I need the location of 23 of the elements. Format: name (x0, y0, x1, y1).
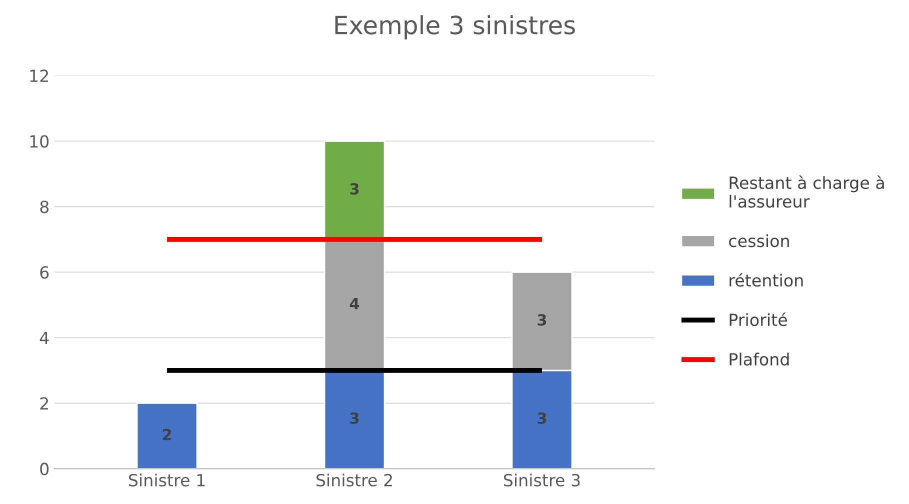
data-label: 3 (538, 412, 546, 424)
legend-label: cession (729, 234, 789, 248)
data-label: 3 (350, 412, 359, 424)
y-tick-label: 10 (30, 135, 49, 148)
x-tick-label: Sinistre 3 (504, 474, 580, 486)
x-tick-label: Sinistre 2 (316, 474, 392, 486)
bar (136, 402, 198, 469)
y-tick-label: 8 (40, 200, 49, 214)
y-tick-label: 4 (40, 332, 49, 344)
legend-label: rétention (730, 273, 803, 287)
data-label: 4 (350, 298, 360, 310)
data-label: 2 (162, 428, 172, 440)
x-tick-label: Sinistre 1 (129, 474, 205, 486)
y-tick-label: 0 (40, 462, 49, 476)
legend-label: Plafond (730, 352, 789, 366)
legend-label: Restant à charge à l'assureur (730, 176, 884, 208)
data-label: 3 (538, 314, 546, 326)
y-tick-label: 12 (30, 70, 48, 82)
y-tick-label: 6 (40, 266, 49, 279)
chart-title: Exemple 3 sinistres (335, 15, 575, 40)
data-label: 3 (350, 183, 359, 195)
y-tick-label: 2 (40, 397, 48, 410)
legend-label: Priorité (730, 312, 787, 326)
